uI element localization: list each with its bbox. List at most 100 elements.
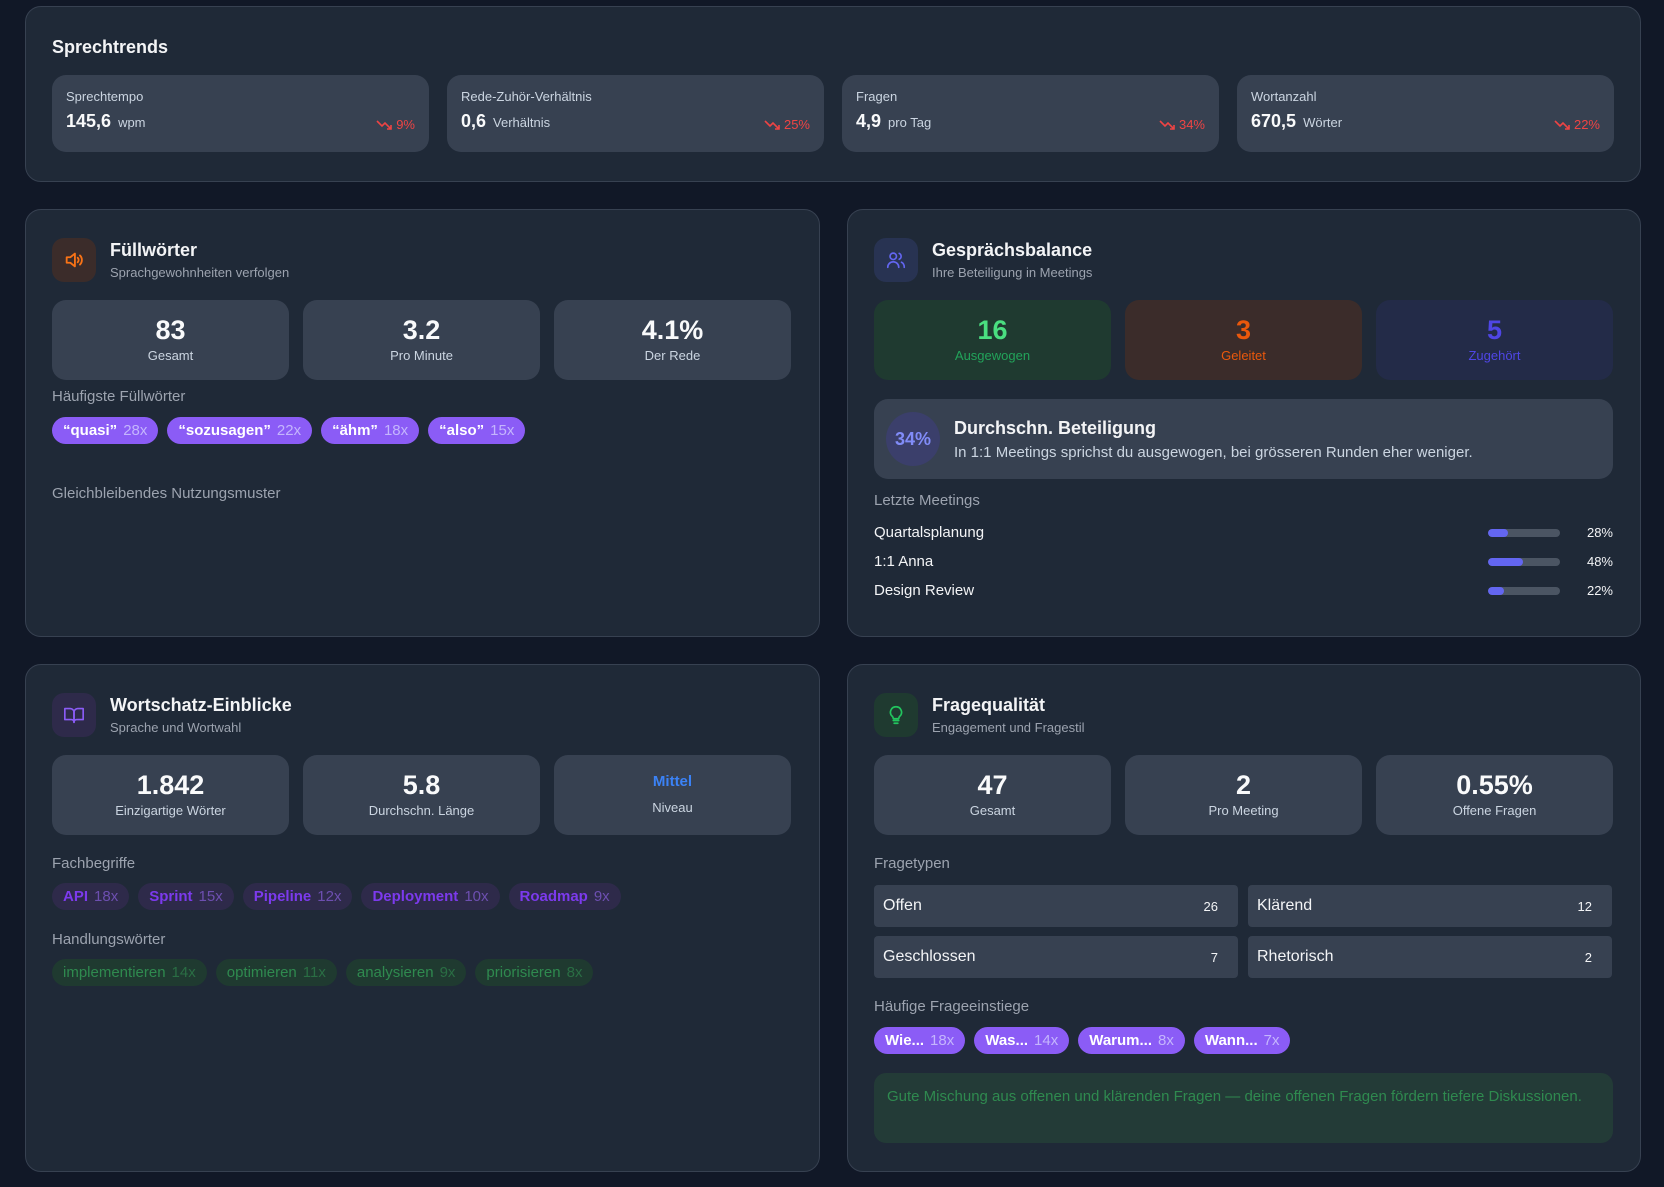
card-title: Fragequalität	[932, 695, 1046, 715]
stat-level: Mittel Niveau	[554, 755, 791, 835]
meeting-row[interactable]: 1:1 Anna 48%	[874, 553, 1613, 570]
card-header: Wortschatz-Einblicke Sprache und Wortwah…	[52, 693, 292, 737]
trending-down-icon	[376, 119, 393, 130]
action-chip[interactable]: priorisieren 8x	[475, 959, 594, 986]
stat-total-questions: 47 Gesamt	[874, 755, 1111, 835]
question-types-grid: Offen 26 Klärend 12 Geschlossen 7 Rhetorisc…	[874, 885, 1613, 978]
stat-listened: 5 Zugehört	[1376, 300, 1613, 380]
stat-unique-words: 1.842 Einzigartige Wörter	[52, 755, 289, 835]
card-subtitle: Engagement und Fragestil	[932, 720, 1085, 735]
action-words-chips: implementieren 14x optimieren 11x analysie…	[52, 959, 594, 986]
question-feedback-note: Gute Mischung aus offenen und klärenden …	[874, 1073, 1613, 1143]
balance-stats: 16 Ausgewogen 3 Geleitet 5 Zugehört	[874, 300, 1613, 380]
trend-value: 670,5 Wörter	[1251, 111, 1343, 131]
speech-trends-card: Sprechtrends Sprechtempo 145,6 wpm 9% Re…	[25, 6, 1641, 182]
stat-per-minute: 3.2 Pro Minute	[303, 300, 540, 380]
trending-down-icon	[1554, 119, 1570, 130]
trend-row: Sprechtempo 145,6 wpm 9% Rede-Zuhör-Verh…	[52, 75, 1614, 152]
technical-terms-chips: API 18x Sprint 15x Pipeline 12x Deployment 1…	[52, 883, 621, 910]
stat-share-of-speech: 4.1% Der Rede	[554, 300, 791, 380]
stat-balanced: 16 Ausgewogen	[874, 300, 1111, 380]
stat-led: 3 Geleitet	[1125, 300, 1362, 380]
question-starters-chips: Wie... 18x Was... 14x Warum... 8x Wann... 7x	[874, 1027, 1291, 1054]
participation-bar	[1488, 586, 1560, 595]
average-participation: 34% Durchschn. Beteiligung In 1:1 Meetin…	[874, 399, 1613, 479]
starter-chip[interactable]: Warum... 8x	[1078, 1027, 1185, 1054]
starter-chip[interactable]: Wann... 7x	[1193, 1027, 1291, 1054]
card-title: Füllwörter	[110, 240, 198, 260]
action-chip[interactable]: optimieren 11x	[215, 959, 337, 986]
question-quality-card: Fragequalität Engagement und Fragestil 4…	[847, 664, 1641, 1172]
question-stats: 47 Gesamt 2 Pro Meeting 0.55% Offene Fragen	[874, 755, 1613, 835]
filler-chips: “quasi” 28x “sozusagen” 22x “ähm” 18x “also…	[52, 417, 526, 444]
trending-down-icon	[1159, 119, 1175, 130]
trend-change: 9%	[376, 117, 415, 132]
term-chip[interactable]: Roadmap 9x	[508, 883, 621, 910]
trend-label: Fragen	[856, 89, 898, 104]
trend-speaking-pace[interactable]: Sprechtempo 145,6 wpm 9%	[52, 75, 429, 152]
meeting-row[interactable]: Quartalsplanung 28%	[874, 524, 1613, 541]
trend-label: Sprechtempo	[66, 89, 144, 104]
question-type-open[interactable]: Offen 26	[874, 885, 1238, 927]
top-filler-title: Häufigste Füllwörter	[52, 388, 186, 405]
recent-meetings-list: Quartalsplanung 28% 1:1 Anna 48% Design …	[874, 518, 1613, 605]
vocabulary-insights-card: Wortschatz-Einblicke Sprache und Wortwah…	[25, 664, 820, 1172]
card-header: Gesprächsbalance Ihre Beteiligung in Mee…	[874, 238, 1092, 282]
filler-chip[interactable]: “ähm” 18x	[321, 417, 420, 444]
term-chip[interactable]: Deployment 10x	[361, 883, 500, 910]
action-chip[interactable]: implementieren 14x	[52, 959, 207, 986]
participation-bar	[1488, 528, 1560, 537]
stat-open-questions: 0.55% Offene Fragen	[1376, 755, 1613, 835]
trend-change: 34%	[1159, 117, 1205, 132]
question-starters-title: Häufige Frageeinstiege	[874, 998, 1030, 1015]
trend-value: 4,9 pro Tag	[856, 111, 932, 131]
filler-stats: 83 Gesamt 3.2 Pro Minute 4.1% Der Rede	[52, 300, 791, 380]
term-chip[interactable]: Pipeline 12x	[242, 883, 353, 910]
trending-down-icon	[764, 119, 780, 130]
trend-change: 25%	[764, 117, 810, 132]
stat-total: 83 Gesamt	[52, 300, 289, 380]
trend-word-count[interactable]: Wortanzahl 670,5 Wörter 22%	[1237, 75, 1614, 152]
starter-chip[interactable]: Wie... 18x	[874, 1027, 966, 1054]
stat-avg-length: 5.8 Durchschn. Länge	[303, 755, 540, 835]
filler-chip[interactable]: “sozusagen” 22x	[167, 417, 313, 444]
recent-meetings-title: Letzte Meetings	[874, 492, 980, 509]
speaker-icon	[52, 238, 96, 282]
trend-label: Rede-Zuhör-Verhältnis	[461, 89, 592, 104]
users-icon	[874, 238, 918, 282]
term-chip[interactable]: API 18x	[52, 883, 130, 910]
card-header: Fragequalität Engagement und Fragestil	[874, 693, 1084, 737]
filler-chip[interactable]: “quasi” 28x	[52, 417, 159, 444]
trend-value: 145,6 wpm	[66, 111, 146, 131]
filler-chip[interactable]: “also” 15x	[428, 417, 526, 444]
trend-questions[interactable]: Fragen 4,9 pro Tag 34%	[842, 75, 1219, 152]
card-title: Wortschatz-Einblicke	[110, 695, 292, 715]
action-words-title: Handlungswörter	[52, 931, 166, 948]
meeting-row[interactable]: Design Review 22%	[874, 582, 1613, 599]
card-subtitle: Sprache und Wortwahl	[110, 720, 242, 735]
card-header: Füllwörter Sprachgewohnheiten verfolgen	[52, 238, 289, 282]
card-subtitle: Sprachgewohnheiten verfolgen	[110, 265, 290, 280]
question-type-clarifying[interactable]: Klärend 12	[1248, 885, 1612, 927]
question-type-rhetorical[interactable]: Rhetorisch 2	[1248, 936, 1612, 978]
trend-label: Wortanzahl	[1251, 89, 1317, 104]
starter-chip[interactable]: Was... 14x	[974, 1027, 1070, 1054]
conversation-balance-card: Gesprächsbalance Ihre Beteiligung in Mee…	[847, 209, 1641, 637]
filler-words-card: Füllwörter Sprachgewohnheiten verfolgen …	[25, 209, 820, 637]
action-chip[interactable]: analysieren 9x	[345, 959, 467, 986]
trend-change: 22%	[1554, 117, 1600, 132]
lightbulb-icon	[874, 693, 918, 737]
usage-pattern: Gleichbleibendes Nutzungsmuster	[52, 485, 281, 502]
question-types-title: Fragetypen	[874, 855, 950, 872]
trend-value: 0,6 Verhältnis	[461, 111, 551, 131]
speech-trends-title: Sprechtrends	[52, 37, 169, 57]
card-subtitle: Ihre Beteiligung in Meetings	[932, 265, 1093, 280]
stat-per-meeting: 2 Pro Meeting	[1125, 755, 1362, 835]
participation-title: Durchschn. Beteiligung	[954, 417, 1157, 438]
term-chip[interactable]: Sprint 15x	[138, 883, 234, 910]
card-title: Gesprächsbalance	[932, 240, 1093, 260]
question-type-closed[interactable]: Geschlossen 7	[874, 936, 1238, 978]
participation-description: In 1:1 Meetings sprichst du ausgewogen, …	[954, 443, 1473, 461]
trend-talk-listen-ratio[interactable]: Rede-Zuhör-Verhältnis 0,6 Verhältnis 25%	[447, 75, 824, 152]
vocab-stats: 1.842 Einzigartige Wörter 5.8 Durchschn. L…	[52, 755, 791, 835]
